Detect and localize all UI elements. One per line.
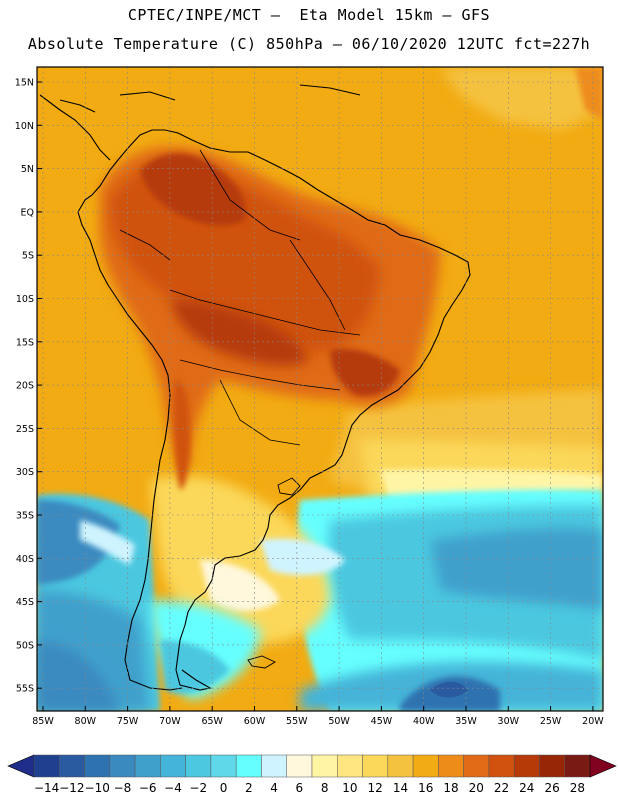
colorbar-swatch (387, 754, 414, 778)
lat-tick-label: 50S (16, 640, 34, 651)
lon-tick-label: 55W (286, 716, 308, 727)
colorbar-swatch (337, 754, 363, 778)
colorbar-label: 0 (220, 781, 228, 795)
temperature-field (37, 67, 603, 711)
colorbar-label: −6 (139, 781, 157, 795)
lon-tick-label: 60W (244, 716, 266, 727)
lat-tick-label: 30S (16, 467, 34, 478)
lat-tick-label: 55S (16, 684, 34, 695)
colorbar-label: 6 (296, 781, 304, 795)
lat-tick-label: 5S (22, 251, 34, 262)
colorbar-swatch (438, 754, 464, 778)
colorbar-swatch (160, 754, 186, 778)
colorbar-swatch (59, 754, 85, 778)
lat-tick-label: 40S (16, 554, 34, 565)
colorbar-label: 18 (443, 781, 458, 795)
colorbar-swatch (185, 754, 212, 778)
lon-tick-label: 45W (371, 716, 393, 727)
lon-tick-label: 30W (498, 716, 520, 727)
colorbar-label: 16 (418, 781, 433, 795)
colorbar-label: 10 (342, 781, 357, 795)
colorbar-label: 4 (270, 781, 278, 795)
coastlines (39, 84, 471, 691)
colorbar-label: −12 (59, 781, 84, 795)
colorbar-swatch (362, 754, 389, 778)
colorbar-label: 22 (494, 781, 509, 795)
colorbar-label: 20 (469, 781, 484, 795)
colorbar-label: 14 (393, 781, 408, 795)
colorbar-label: 26 (544, 781, 559, 795)
colorbar-label: 2 (245, 781, 253, 795)
colorbar-label: −8 (114, 781, 132, 795)
colorbar-swatch (261, 754, 287, 778)
lon-tick-label: 85W (32, 716, 54, 727)
map-title-line-1: CPTEC/INPE/MCT – Eta Model 15km – GFS (127, 6, 491, 24)
colorbar-swatch (235, 754, 262, 778)
lon-tick-label: 80W (75, 716, 97, 727)
colorbar-swatch (286, 754, 313, 778)
lat-tick-label: 15S (16, 337, 34, 348)
lat-tick-label: 15N (15, 78, 34, 89)
colorbar-label: 12 (368, 781, 383, 795)
lon-tick-label: 20W (582, 716, 604, 727)
colorbar-swatch (513, 754, 540, 778)
colorbar-label: 28 (570, 781, 585, 795)
colorbar-swatch (134, 754, 161, 778)
lat-tick-label: 5N (21, 164, 34, 175)
colorbar-label: 8 (321, 781, 329, 795)
lon-tick-label: 50W (328, 716, 350, 727)
colorbar-swatch (33, 754, 60, 778)
colorbar-label: −4 (164, 781, 182, 795)
colorbar: −14 −12 −10 −8 −6 −4 −2 0 2 4 6 8 10 12 14 16 18 20 22 24 26… (7, 754, 617, 795)
colorbar-swatch (564, 754, 591, 778)
lon-tick-label: 70W (159, 716, 181, 727)
lat-tick-label: 10S (16, 294, 34, 305)
lon-tick-label: 40W (413, 716, 435, 727)
colorbar-swatch (311, 754, 338, 778)
colorbar-label: −2 (189, 781, 207, 795)
colorbar-swatch (84, 754, 111, 778)
colorbar-high-arrow (589, 754, 617, 778)
colorbar-swatch (488, 754, 515, 778)
lat-tick-label: 45S (16, 597, 34, 608)
lat-tick-label: EQ (21, 207, 34, 218)
colorbar-label: 24 (519, 781, 534, 795)
latitude-axis: 15N 10N 5N EQ 5S 10S 15S 20S 25S 30S 35S 40S 45S 50S 5… (15, 78, 42, 695)
lon-tick-label: 75W (117, 716, 139, 727)
graticule (37, 67, 603, 711)
lat-tick-label: 25S (16, 424, 34, 435)
colorbar-swatch (463, 754, 490, 778)
colorbar-label: −14 (34, 781, 59, 795)
map-frame (36, 66, 604, 712)
lon-tick-label: 25W (540, 716, 562, 727)
colorbar-swatch (210, 754, 237, 778)
lat-tick-label: 10N (15, 121, 34, 132)
map-title-line-2: Absolute Temperature (C) 850hPa – 06/10/… (27, 35, 591, 53)
longitude-axis: 85W 80W 75W 70W 65W 60W 55W 50W 45W 40W 35W 30W 25W 2… (32, 706, 604, 727)
lat-tick-label: 35S (16, 511, 34, 522)
lon-tick-label: 65W (201, 716, 223, 727)
colorbar-label: −10 (85, 781, 110, 795)
colorbar-swatch (109, 754, 136, 778)
colorbar-swatch (539, 754, 565, 778)
colorbar-swatch (412, 754, 439, 778)
lat-tick-label: 20S (16, 381, 34, 392)
lon-tick-label: 35W (455, 716, 477, 727)
colorbar-low-arrow (7, 754, 35, 778)
